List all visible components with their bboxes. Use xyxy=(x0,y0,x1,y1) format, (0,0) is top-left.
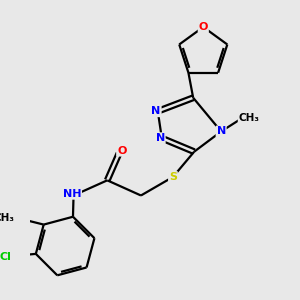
Text: CH₃: CH₃ xyxy=(0,213,14,223)
Text: NH: NH xyxy=(63,189,81,199)
Text: N: N xyxy=(152,106,161,116)
Text: N: N xyxy=(217,127,226,136)
Text: N: N xyxy=(155,133,165,143)
Text: CH₃: CH₃ xyxy=(238,113,260,123)
Text: Cl: Cl xyxy=(0,252,11,262)
Text: O: O xyxy=(199,22,208,32)
Text: S: S xyxy=(169,172,177,182)
Text: O: O xyxy=(117,146,126,156)
